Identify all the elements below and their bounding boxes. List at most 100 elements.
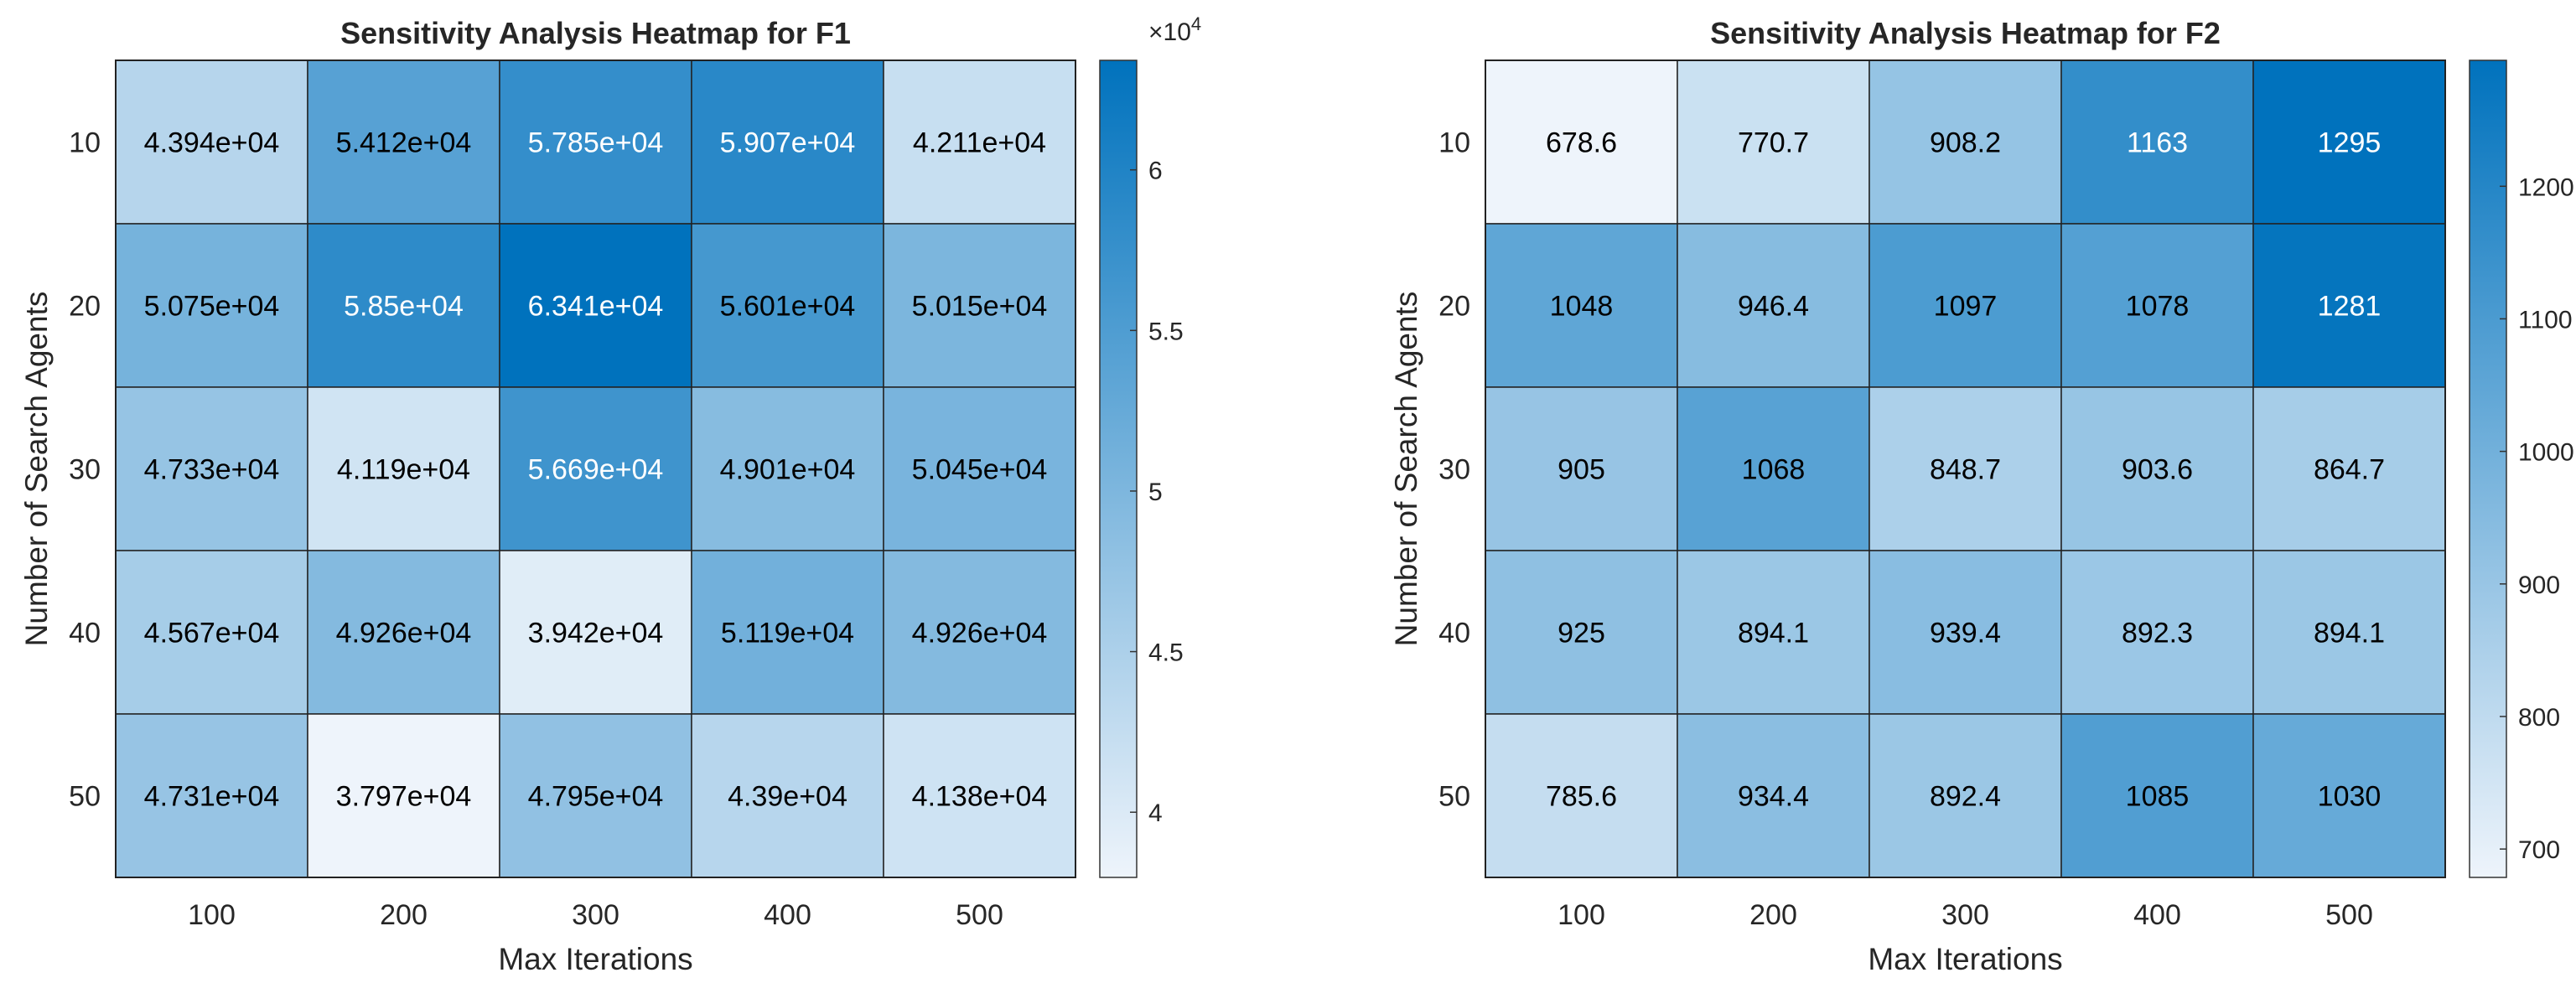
heatmap-cell bbox=[883, 550, 1076, 715]
colorbar-tick-label: 4.5 bbox=[1148, 639, 1184, 667]
cell-value-label: 894.1 bbox=[1738, 618, 1809, 649]
colorbar-tick-label: 900 bbox=[2518, 572, 2560, 599]
cell-value-label: 1097 bbox=[1934, 291, 1998, 323]
cell-value-label: 908.2 bbox=[1930, 127, 2001, 159]
heatmap-cell bbox=[499, 386, 692, 551]
cell-value-label: 892.4 bbox=[1930, 781, 2001, 813]
heatmap-cell bbox=[1869, 59, 2062, 225]
heatmap-cell bbox=[2060, 713, 2254, 878]
cell-value-label: 5.907e+04 bbox=[720, 127, 856, 159]
x-tick-label: 100 bbox=[1558, 899, 1605, 931]
cell-value-label: 4.901e+04 bbox=[720, 454, 856, 486]
x-tick-label: 400 bbox=[2133, 899, 2181, 931]
y-tick-label: 30 bbox=[1438, 454, 1470, 486]
heatmap-cell bbox=[691, 386, 884, 551]
cell-value-label: 1030 bbox=[2318, 781, 2382, 813]
cell-value-label: 4.733e+04 bbox=[144, 454, 280, 486]
heatmap-cell bbox=[499, 223, 692, 388]
cell-value-label: 1085 bbox=[2126, 781, 2190, 813]
cell-value-label: 5.85e+04 bbox=[344, 291, 464, 323]
colorbar-tick-label: 5 bbox=[1148, 479, 1163, 506]
heatmap-cell bbox=[115, 59, 308, 225]
cell-value-label: 946.4 bbox=[1738, 291, 1809, 323]
x-tick-label: 500 bbox=[2325, 899, 2373, 931]
colorbar-tick-label: 1100 bbox=[2518, 306, 2573, 334]
cell-value-label: 4.39e+04 bbox=[728, 781, 847, 813]
heatmap-panel-2: Sensitivity Analysis Heatmap for F2 678.6… bbox=[1389, 16, 2574, 976]
heatmap-cell bbox=[307, 550, 500, 715]
y-axis-label: Number of Search Agents bbox=[19, 292, 54, 647]
cell-value-label: 5.412e+04 bbox=[336, 127, 472, 159]
x-tick-label: 400 bbox=[764, 899, 811, 931]
x-tick-label: 300 bbox=[572, 899, 619, 931]
cell-value-label: 678.6 bbox=[1546, 127, 1617, 159]
cell-value-label: 1295 bbox=[2318, 127, 2382, 159]
y-tick-label: 50 bbox=[69, 781, 101, 813]
cell-value-label: 939.4 bbox=[1930, 618, 2001, 649]
cell-value-label: 864.7 bbox=[2314, 454, 2385, 486]
colorbar-tick-label: 700 bbox=[2518, 836, 2560, 864]
colorbar-tick-label: 1000 bbox=[2518, 439, 2574, 467]
heatmap-cell bbox=[115, 223, 308, 388]
heatmap-cell bbox=[1869, 550, 2062, 715]
chart-title: Sensitivity Analysis Heatmap for F1 bbox=[340, 16, 851, 50]
heatmap-cell bbox=[499, 713, 692, 878]
heatmap-cell bbox=[1485, 59, 1678, 225]
y-tick-label: 40 bbox=[69, 618, 101, 649]
cell-value-label: 848.7 bbox=[1930, 454, 2001, 486]
x-axis-label: Max Iterations bbox=[498, 942, 692, 976]
heatmap-cell bbox=[883, 59, 1076, 225]
heatmap-cell bbox=[1677, 386, 1870, 551]
y-tick-label: 40 bbox=[1438, 618, 1470, 649]
heatmap-cell bbox=[883, 223, 1076, 388]
heatmap-cell bbox=[115, 713, 308, 878]
heatmap-cell bbox=[2060, 386, 2254, 551]
heatmap-cell bbox=[1485, 223, 1678, 388]
heatmap-cell bbox=[307, 59, 500, 225]
cell-value-label: 4.731e+04 bbox=[144, 781, 280, 813]
cell-value-label: 903.6 bbox=[2122, 454, 2193, 486]
heatmap-cell bbox=[2060, 550, 2254, 715]
heatmap-cell bbox=[2252, 386, 2446, 551]
cell-value-label: 3.797e+04 bbox=[336, 781, 472, 813]
y-tick-label: 20 bbox=[1438, 291, 1470, 323]
heatmap-cell bbox=[691, 550, 884, 715]
cell-value-label: 6.341e+04 bbox=[528, 291, 664, 323]
colorbar-tick-label: 5.5 bbox=[1148, 318, 1184, 345]
heatmap-cell bbox=[883, 386, 1076, 551]
cell-value-label: 892.3 bbox=[2122, 618, 2193, 649]
x-tick-label: 300 bbox=[1941, 899, 1989, 931]
cell-value-label: 5.015e+04 bbox=[912, 291, 1048, 323]
y-tick-label: 10 bbox=[1438, 127, 1470, 159]
y-tick-label: 30 bbox=[69, 454, 101, 486]
colorbar bbox=[2469, 59, 2507, 878]
cell-value-label: 1163 bbox=[2127, 127, 2188, 159]
y-tick-label: 10 bbox=[69, 127, 101, 159]
cell-value-label: 4.119e+04 bbox=[337, 454, 470, 486]
y-tick-label: 50 bbox=[1438, 781, 1470, 813]
colorbar-tick-label: 800 bbox=[2518, 704, 2560, 732]
cell-value-label: 905 bbox=[1558, 454, 1605, 486]
cell-value-label: 1281 bbox=[2318, 291, 2382, 323]
x-tick-label: 200 bbox=[380, 899, 428, 931]
heatmap-cell bbox=[307, 386, 500, 551]
colorbar-tick-label: 4 bbox=[1148, 799, 1163, 827]
heatmap-cell bbox=[1677, 223, 1870, 388]
heatmap-cell bbox=[691, 59, 884, 225]
cell-value-label: 3.942e+04 bbox=[528, 618, 664, 649]
heatmap-cell bbox=[2252, 713, 2446, 878]
cell-value-label: 934.4 bbox=[1738, 781, 1809, 813]
heatmap-border bbox=[1485, 59, 2446, 878]
heatmap-border bbox=[115, 59, 1076, 878]
heatmap-cell bbox=[883, 713, 1076, 878]
x-tick-label: 200 bbox=[1749, 899, 1797, 931]
x-axis-label: Max Iterations bbox=[1868, 942, 2062, 976]
colorbar-tick-label: 1200 bbox=[2518, 173, 2574, 201]
heatmap-panel-1: Sensitivity Analysis Heatmap for F1 4.394… bbox=[19, 13, 1201, 976]
heatmap-cell bbox=[307, 713, 500, 878]
heatmap-cell bbox=[2252, 550, 2446, 715]
y-axis-label: Number of Search Agents bbox=[1389, 292, 1423, 647]
cell-value-label: 894.1 bbox=[2314, 618, 2385, 649]
heatmap-cell bbox=[499, 550, 692, 715]
